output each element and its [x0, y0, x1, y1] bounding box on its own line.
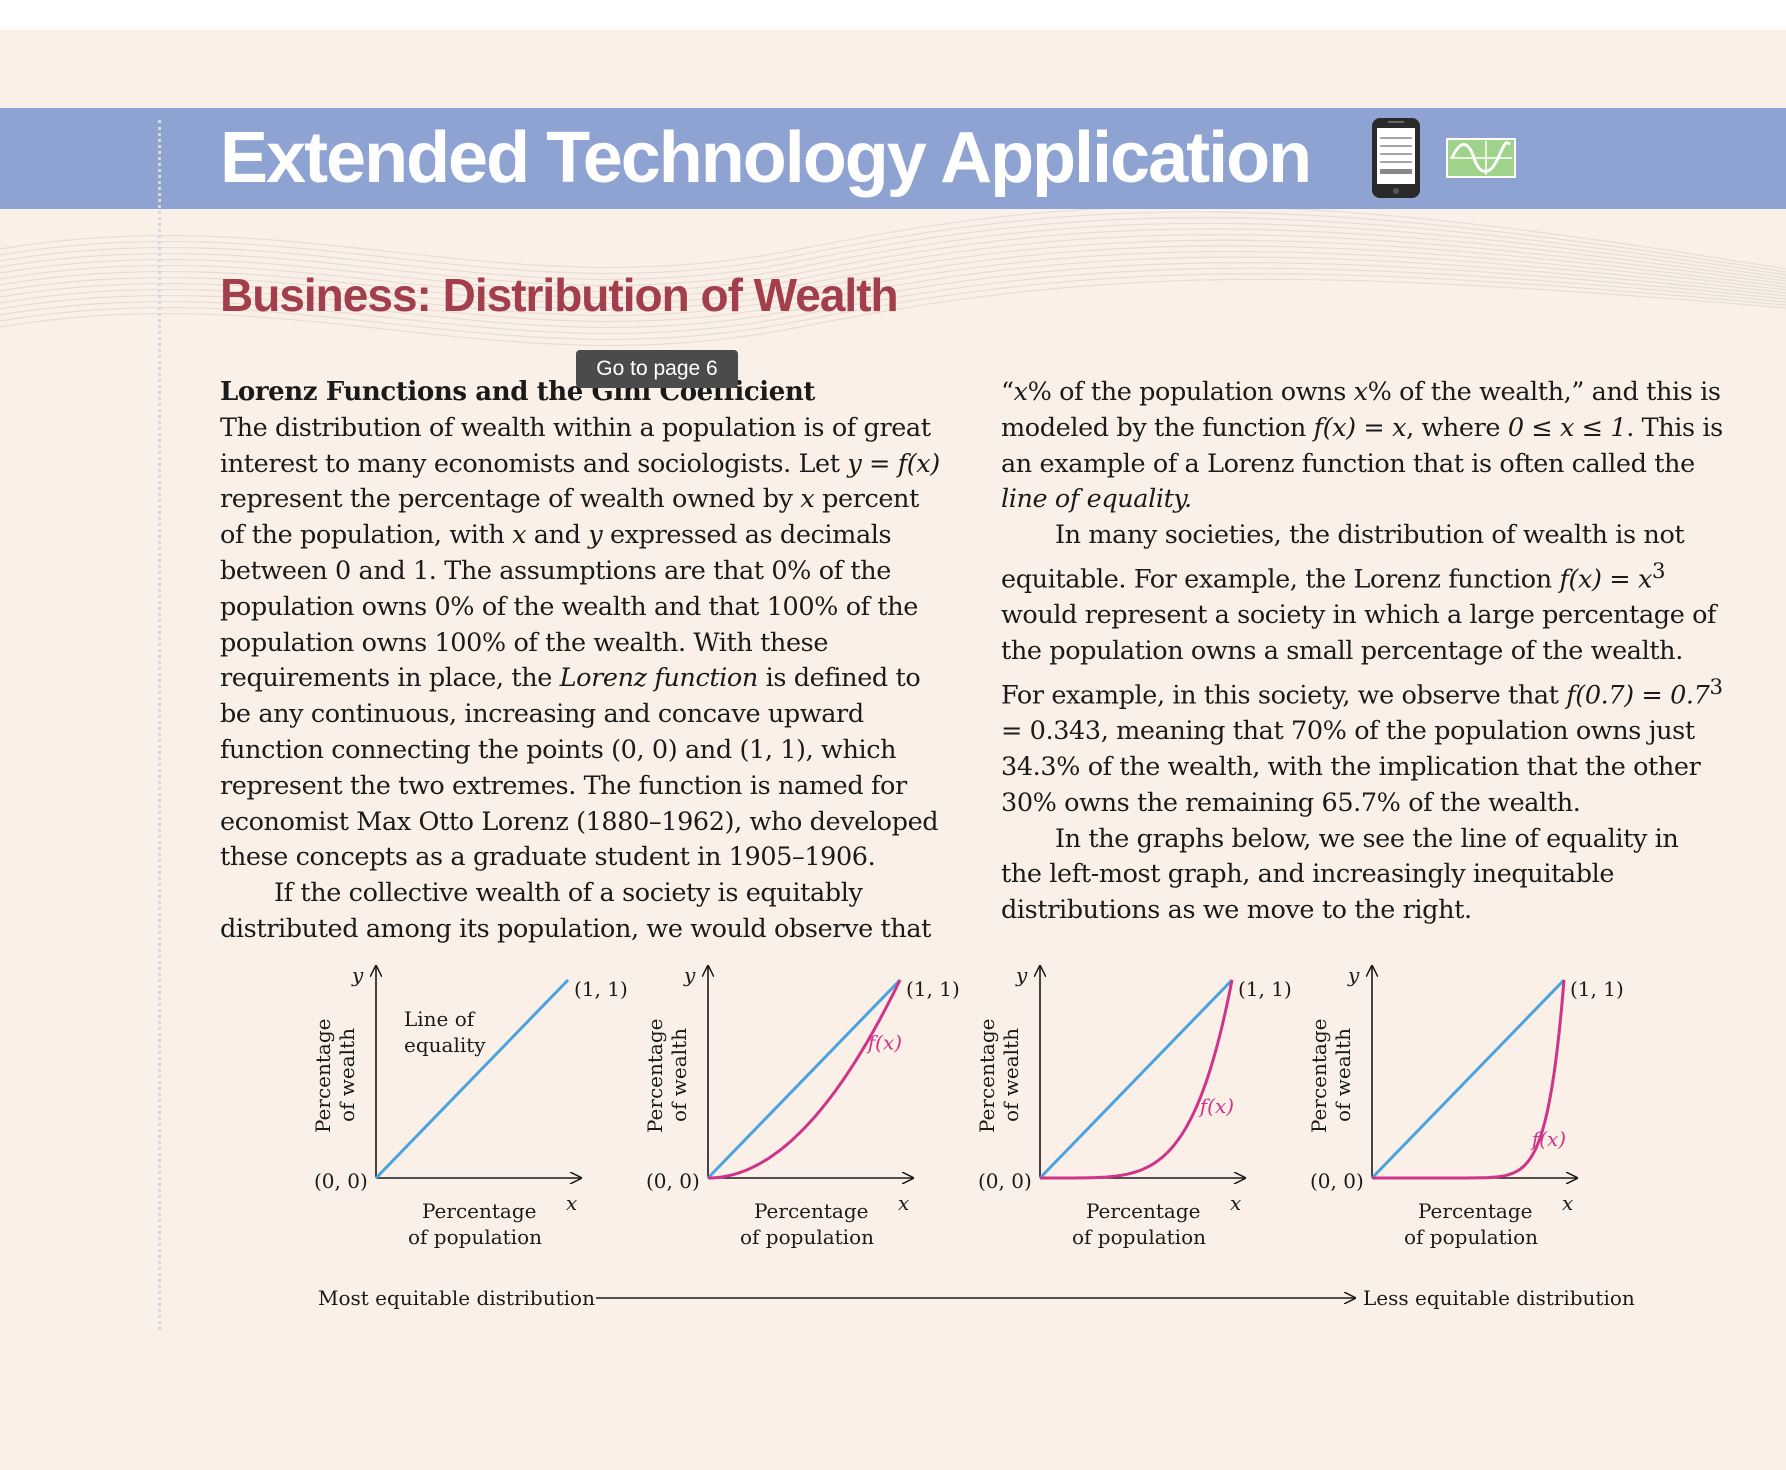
wave-line: [0, 250, 1786, 316]
y-axis-label-line1: Percentage: [1307, 1019, 1331, 1133]
go-to-page-tooltip[interactable]: Go to page 6: [576, 350, 738, 388]
wave-line: [0, 211, 1786, 274]
x-axis-label-line1: Percentage: [1086, 1199, 1200, 1223]
line-of-equality-label-line2: equality: [404, 1033, 486, 1057]
y-axis-label-line1: Percentage: [643, 1019, 667, 1133]
line-of-equality-label-line1: Line of: [404, 1007, 476, 1031]
equality-line: [1038, 978, 1234, 1180]
y-axis-label-line2: of wealth: [1331, 1028, 1355, 1122]
margin-guide: [158, 120, 161, 1330]
book-page: [0, 30, 1786, 1470]
paragraph-equitable: If the collective wealth of a society is…: [220, 878, 932, 944]
wave-line: [0, 209, 1786, 270]
x-axis-label-line1: Percentage: [422, 1199, 536, 1223]
y-axis-symbol: y: [683, 963, 696, 987]
y-axis-label-line1: Percentage: [311, 1019, 335, 1133]
wave-line: [0, 267, 1786, 334]
decorative-waves: [0, 209, 1786, 346]
paragraph-line-of-equality: “x% of the population owns x% of the wea…: [1001, 377, 1723, 515]
wave-line: [0, 262, 1786, 328]
x-axis-label-line2: of population: [1404, 1225, 1538, 1249]
x-axis-label-line2: of population: [740, 1225, 874, 1249]
y-axis-label-line2: of wealth: [999, 1028, 1023, 1122]
section-title: Business: Distribution of Wealth: [220, 269, 899, 321]
graphing-icon: [1446, 138, 1516, 178]
wave-line: [0, 245, 1786, 310]
x-axis-label-line2: of population: [408, 1225, 542, 1249]
y-axis-label-line2: of wealth: [335, 1028, 359, 1122]
y-axis-label-line2: of wealth: [667, 1028, 691, 1122]
lorenz-curve: [708, 979, 902, 1180]
paragraph-lorenz-definition: The distribution of wealth within a popu…: [220, 412, 940, 873]
endpoint-label: (1, 1): [1570, 977, 1624, 1001]
chapter-banner: Extended Technology Application: [0, 108, 1786, 209]
y-axis-symbol: y: [351, 963, 364, 987]
paragraph-graphs-intro: In the graphs below, we see the line of …: [1001, 823, 1679, 926]
smartphone-icon: [1372, 118, 1420, 198]
lorenz-curve: [1040, 979, 1234, 1180]
equality-line: [706, 978, 902, 1180]
paragraph-inequitable: In many societies, the distribution of w…: [1001, 520, 1723, 818]
wave-line: [0, 273, 1786, 340]
y-axis-label-line1: Percentage: [975, 1019, 999, 1133]
wave-line: [0, 228, 1786, 292]
wave-line: [0, 239, 1786, 304]
x-axis-label-line1: Percentage: [754, 1199, 868, 1223]
x-axis-symbol: x: [1562, 1191, 1573, 1215]
wave-line: [0, 234, 1786, 298]
endpoint-label: (1, 1): [906, 977, 960, 1001]
y-axis-symbol: y: [1347, 963, 1360, 987]
x-axis-label-line1: Percentage: [1418, 1199, 1532, 1223]
wave-line: [0, 278, 1786, 346]
x-axis-label-line2: of population: [1072, 1225, 1206, 1249]
curve-label-fx: f(x): [1198, 1094, 1234, 1118]
endpoint-label: (1, 1): [574, 977, 628, 1001]
right-column: “x% of the population owns x% of the wea…: [1001, 375, 1726, 929]
endpoint-label: (1, 1): [1238, 977, 1292, 1001]
curve-label-fx: f(x): [1530, 1127, 1566, 1151]
left-column: Lorenz Functions and the Gini Coefficien…: [220, 375, 942, 948]
x-axis-symbol: x: [1230, 1191, 1241, 1215]
origin-point-label: (0, 0): [646, 1169, 700, 1193]
equality-line: [374, 978, 570, 1180]
arrow-left-label: Most equitable distribution: [318, 1286, 595, 1310]
wave-line: [0, 256, 1786, 322]
wave-line: [0, 222, 1786, 286]
x-axis-symbol: x: [898, 1191, 909, 1215]
lorenz-curve: [1372, 979, 1566, 1180]
equality-line: [1370, 978, 1566, 1180]
arrow-right-label: Less equitable distribution: [1363, 1286, 1635, 1310]
banner-title: Extended Technology Application: [220, 118, 1312, 198]
curve-label-fx: f(x): [866, 1031, 902, 1055]
origin-point-label: (0, 0): [978, 1169, 1032, 1193]
y-axis-symbol: y: [1015, 963, 1028, 987]
origin-point-label: (0, 0): [1310, 1169, 1364, 1193]
origin-point-label: (0, 0): [314, 1169, 368, 1193]
x-axis-symbol: x: [566, 1191, 577, 1215]
wave-line: [0, 217, 1786, 280]
